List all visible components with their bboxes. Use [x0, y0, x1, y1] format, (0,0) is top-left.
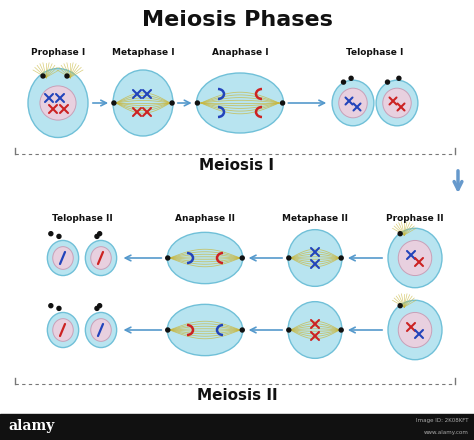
- Ellipse shape: [388, 228, 442, 288]
- Text: Anaphase II: Anaphase II: [175, 214, 235, 223]
- Ellipse shape: [339, 88, 367, 118]
- Ellipse shape: [388, 300, 442, 359]
- Circle shape: [385, 80, 390, 84]
- Ellipse shape: [47, 312, 79, 348]
- Ellipse shape: [167, 232, 243, 284]
- Ellipse shape: [28, 69, 88, 137]
- Ellipse shape: [91, 319, 111, 341]
- Ellipse shape: [53, 319, 73, 341]
- Text: Meiosis Phases: Meiosis Phases: [142, 10, 332, 30]
- Circle shape: [57, 306, 61, 310]
- Ellipse shape: [85, 312, 117, 348]
- Text: Meiosis I: Meiosis I: [200, 158, 274, 173]
- Circle shape: [98, 232, 101, 236]
- Circle shape: [98, 304, 101, 308]
- Circle shape: [95, 306, 99, 310]
- Ellipse shape: [288, 230, 342, 286]
- Circle shape: [112, 101, 116, 105]
- Circle shape: [57, 235, 61, 238]
- Ellipse shape: [288, 302, 342, 358]
- Circle shape: [166, 256, 170, 260]
- Text: Anaphase I: Anaphase I: [212, 48, 268, 57]
- Ellipse shape: [383, 88, 411, 118]
- Ellipse shape: [376, 80, 418, 126]
- Circle shape: [339, 256, 343, 260]
- Circle shape: [349, 76, 353, 81]
- Circle shape: [65, 74, 69, 78]
- Circle shape: [240, 256, 244, 260]
- Text: www.alamy.com: www.alamy.com: [424, 430, 469, 435]
- Circle shape: [170, 101, 174, 105]
- Circle shape: [166, 328, 170, 332]
- Circle shape: [341, 80, 346, 84]
- Ellipse shape: [91, 247, 111, 269]
- Text: Telophase I: Telophase I: [346, 48, 404, 57]
- Circle shape: [49, 232, 53, 236]
- Ellipse shape: [197, 73, 283, 133]
- Circle shape: [339, 328, 343, 332]
- Text: Metaphase II: Metaphase II: [282, 214, 348, 223]
- Text: Metaphase I: Metaphase I: [112, 48, 174, 57]
- Circle shape: [281, 101, 284, 105]
- Circle shape: [397, 76, 401, 81]
- Circle shape: [398, 304, 402, 308]
- Ellipse shape: [113, 70, 173, 136]
- Ellipse shape: [332, 80, 374, 126]
- Circle shape: [49, 304, 53, 308]
- Ellipse shape: [85, 240, 117, 275]
- Text: Prophase I: Prophase I: [31, 48, 85, 57]
- Circle shape: [41, 74, 45, 78]
- Bar: [0, 414, 474, 440]
- Text: Telophase II: Telophase II: [52, 214, 112, 223]
- Ellipse shape: [40, 86, 76, 120]
- Circle shape: [287, 328, 291, 332]
- Text: Prophase II: Prophase II: [386, 214, 444, 223]
- Ellipse shape: [167, 304, 243, 356]
- Text: alamy: alamy: [8, 419, 55, 433]
- Text: Meiosis II: Meiosis II: [197, 388, 277, 403]
- Ellipse shape: [47, 240, 79, 275]
- Ellipse shape: [53, 247, 73, 269]
- Circle shape: [398, 232, 402, 236]
- Ellipse shape: [398, 240, 432, 275]
- Ellipse shape: [398, 312, 432, 348]
- Circle shape: [195, 101, 200, 105]
- Circle shape: [287, 256, 291, 260]
- Text: Image ID: 2K08KFT: Image ID: 2K08KFT: [417, 418, 469, 423]
- Circle shape: [240, 328, 244, 332]
- Circle shape: [95, 235, 99, 238]
